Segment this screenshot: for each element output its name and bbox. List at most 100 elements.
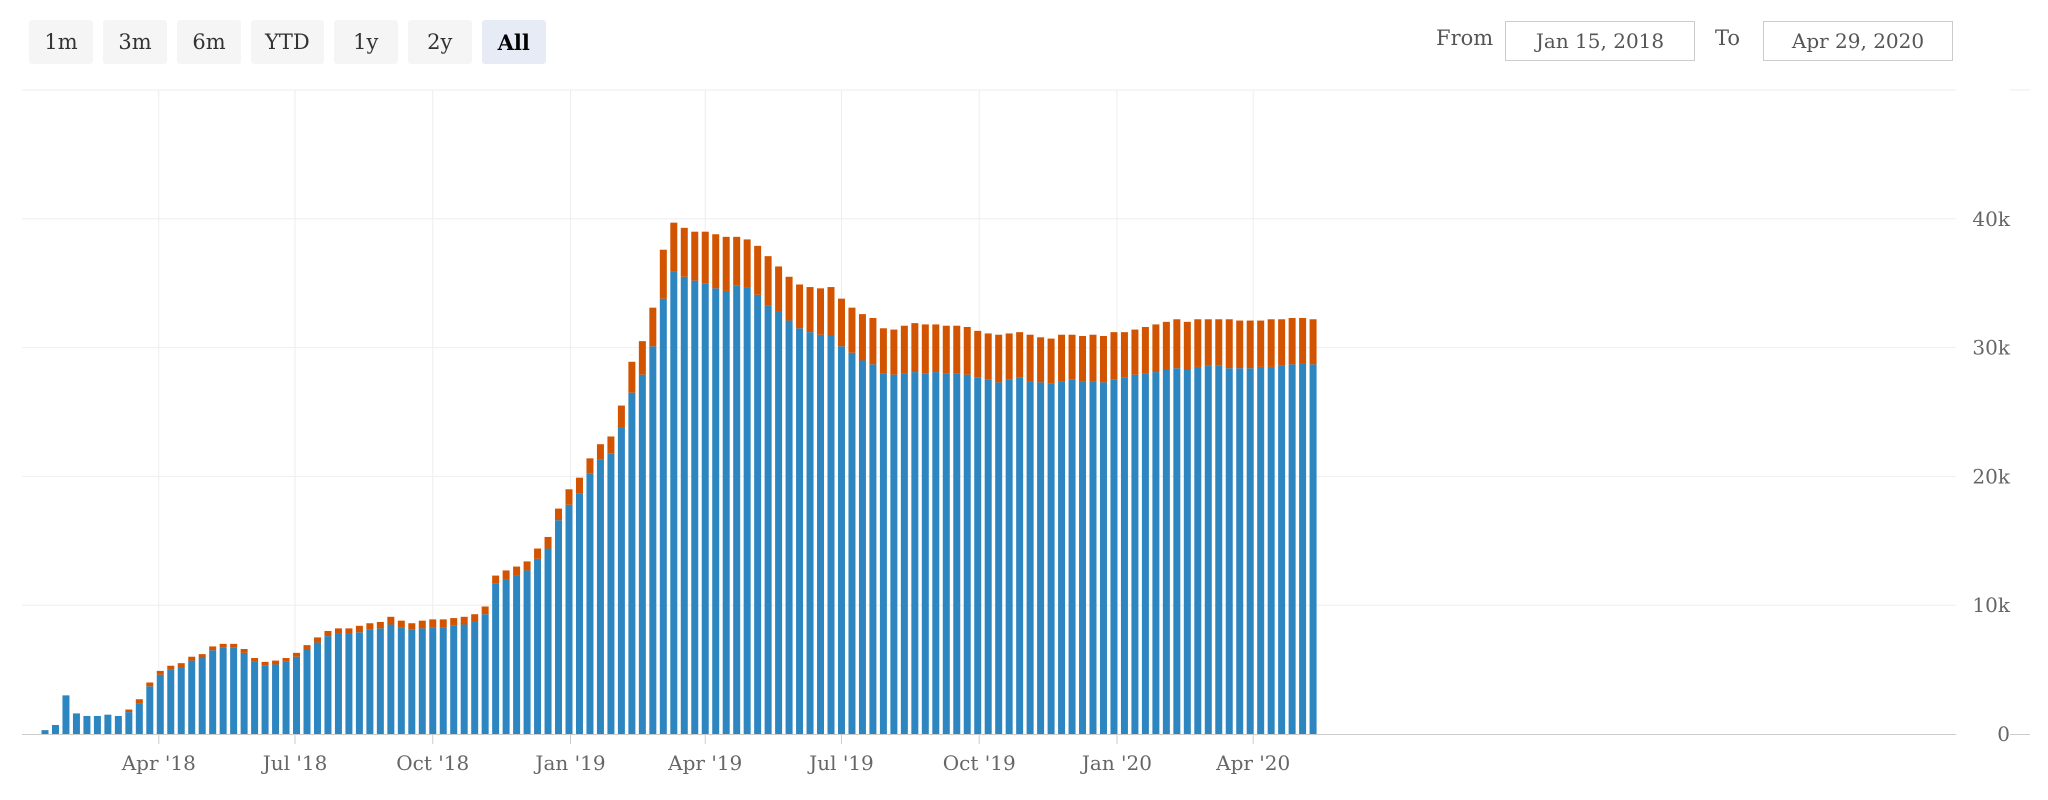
bar-segment-series-2 [282, 658, 290, 662]
bar-segment-series-1 [251, 661, 259, 734]
bar-segment-series-2 [974, 330, 982, 378]
bar-segment-series-1 [754, 294, 762, 734]
bar-segment-series-2 [1225, 319, 1233, 369]
bar-segment-series-1 [324, 636, 332, 734]
bar-segment-series-2 [1068, 334, 1076, 380]
bar-segment-series-1 [575, 493, 583, 734]
bar-segment-series-1 [1204, 365, 1212, 734]
range-button-3m[interactable]: 3m [103, 20, 167, 64]
bar-segment-series-1 [984, 379, 992, 734]
bar-segment-series-1 [146, 686, 154, 734]
bar-segment-series-1 [743, 287, 751, 734]
x-tick-label: Apr '20 [1215, 751, 1290, 775]
bar-segment-series-2 [1079, 336, 1087, 382]
bar-segment-series-1 [313, 642, 321, 734]
bar-segment-series-1 [1215, 365, 1223, 734]
bar-segment-series-2 [1299, 317, 1307, 364]
bar-segment-series-1 [680, 276, 688, 734]
bar-segment-series-1 [701, 283, 709, 734]
bar-segment-series-2 [450, 618, 458, 626]
bar-segment-series-1 [450, 625, 458, 734]
range-button-2y[interactable]: 2y [407, 20, 472, 64]
bar-segment-series-1 [1278, 365, 1286, 734]
bar-segment-series-1 [282, 661, 290, 734]
bar-segment-series-1 [408, 629, 416, 734]
bar-group [41, 222, 1317, 734]
x-tick-label: Apr '19 [667, 751, 742, 775]
bar-segment-series-2 [837, 298, 845, 347]
bar-segment-series-2 [764, 256, 772, 306]
bar-segment-series-1 [659, 298, 667, 734]
bar-segment-series-2 [712, 234, 720, 289]
bar-segment-series-1 [397, 627, 405, 734]
bar-segment-series-1 [1309, 364, 1317, 734]
bar-segment-series-2 [1309, 319, 1317, 365]
range-button-ytd[interactable]: YTD [251, 20, 324, 64]
bar-segment-series-1 [334, 633, 342, 734]
from-date-input[interactable] [1505, 21, 1695, 61]
bar-segment-series-1 [1110, 379, 1118, 734]
bar-segment-series-1 [827, 336, 835, 734]
bar-segment-series-2 [1047, 338, 1055, 384]
bar-segment-series-2 [230, 643, 238, 648]
bar-segment-series-2 [754, 245, 762, 295]
bar-segment-series-2 [471, 614, 479, 622]
bar-segment-series-1 [41, 730, 49, 734]
bar-segment-series-2 [439, 619, 447, 628]
bar-segment-series-1 [796, 328, 804, 734]
bar-segment-series-2 [523, 561, 531, 571]
range-button-1y[interactable]: 1y [333, 20, 398, 64]
bar-segment-series-1 [1016, 377, 1024, 734]
range-button-all[interactable]: All [481, 20, 546, 64]
bar-segment-series-2 [355, 625, 363, 633]
bar-segment-series-2 [565, 489, 573, 505]
bar-segment-series-1 [1120, 377, 1128, 734]
bar-segment-series-1 [471, 621, 479, 734]
bar-segment-series-2 [953, 325, 961, 374]
bar-segment-series-1 [219, 647, 227, 734]
bar-segment-series-2 [460, 616, 468, 625]
range-button-6m[interactable]: 6m [177, 20, 241, 64]
bar-segment-series-1 [62, 695, 70, 734]
bar-segment-series-2 [481, 606, 489, 615]
bar-segment-series-1 [837, 346, 845, 734]
bar-segment-series-2 [1152, 324, 1160, 373]
bar-segment-series-1 [617, 427, 625, 734]
bar-segment-series-1 [974, 377, 982, 734]
bar-segment-series-1 [879, 373, 887, 734]
bar-segment-series-2 [858, 314, 866, 361]
bar-segment-series-1 [1288, 364, 1296, 734]
to-date-input[interactable] [1763, 21, 1953, 61]
bar-segment-series-1 [806, 332, 814, 734]
bar-segment-series-1 [1141, 373, 1149, 734]
bar-segment-series-2 [198, 654, 206, 659]
bar-segment-series-1 [1099, 382, 1107, 734]
bar-segment-series-2 [879, 328, 887, 374]
bar-segment-series-2 [1016, 332, 1024, 378]
bar-segment-series-1 [712, 288, 720, 734]
bar-segment-series-1 [1236, 368, 1244, 734]
bar-segment-series-2 [733, 236, 741, 286]
bar-segment-series-1 [1037, 382, 1045, 734]
bar-segment-series-1 [439, 627, 447, 734]
bar-segment-series-1 [513, 575, 521, 734]
bar-segment-series-2 [670, 222, 678, 272]
bar-segment-series-2 [848, 307, 856, 353]
bar-segment-series-1 [135, 703, 143, 734]
bar-segment-series-2 [544, 536, 552, 549]
bar-segment-series-1 [1267, 366, 1275, 734]
bar-segment-series-2 [146, 682, 154, 687]
range-button-1m[interactable]: 1m [29, 20, 93, 64]
bar-segment-series-1 [1299, 363, 1307, 734]
bar-segment-series-1 [125, 712, 133, 734]
bar-segment-series-1 [722, 290, 730, 734]
bar-segment-series-2 [135, 699, 143, 704]
bar-segment-series-1 [1068, 379, 1076, 734]
bar-segment-series-1 [764, 305, 772, 734]
bar-segment-series-2 [1194, 319, 1202, 367]
bar-segment-series-1 [209, 650, 217, 734]
bar-segment-series-2 [272, 660, 280, 665]
bar-segment-series-1 [638, 374, 646, 734]
bar-segment-series-1 [1079, 381, 1087, 734]
bar-segment-series-1 [460, 624, 468, 734]
